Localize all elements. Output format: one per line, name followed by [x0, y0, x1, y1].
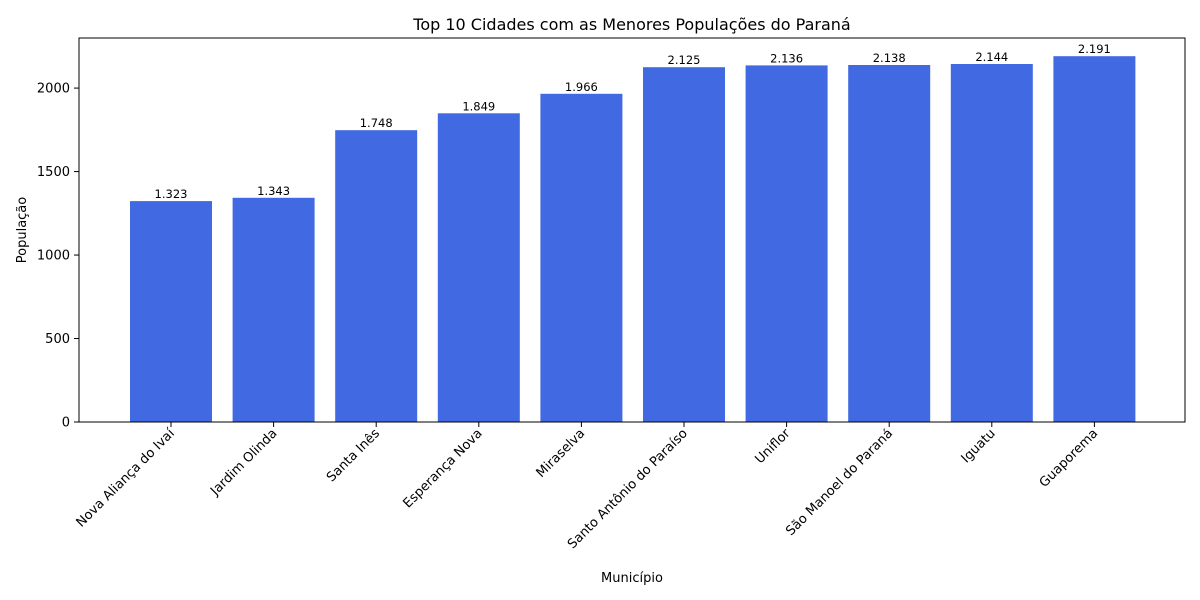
x-axis: Nova Aliança do Ivaí Jardim Olinda Santa I…	[74, 422, 1101, 552]
bar	[540, 93, 623, 423]
bar	[232, 197, 315, 422]
x-axis-label: Município	[601, 571, 663, 586]
y-tick-label: 2000	[37, 82, 70, 97]
x-tick-label: Esperança Nova	[401, 426, 486, 511]
bar	[643, 67, 725, 422]
bar-value-label: 1.748	[360, 116, 393, 130]
bar	[950, 64, 1033, 422]
plot-frame	[78, 37, 1186, 423]
bar-value-label: 2.191	[1078, 42, 1111, 56]
bar-value-label: 1.849	[462, 99, 495, 113]
y-axis-label: População	[15, 197, 30, 264]
bar	[437, 113, 520, 423]
bar-value-label: 2.125	[668, 53, 701, 67]
x-tick-label: Santo Antônio do Paraíso	[565, 426, 691, 552]
y-tick-label: 1000	[37, 249, 70, 264]
bar	[848, 65, 931, 422]
x-tick-label: Uniflor	[753, 426, 794, 467]
bar	[130, 201, 212, 422]
chart-title: Top 10 Cidades com as Menores Populações…	[412, 15, 850, 34]
y-tick-label: 0	[62, 416, 70, 431]
x-tick-label: Guaporema	[1037, 426, 1101, 490]
bars-group	[130, 56, 1136, 423]
x-tick-label: Nova Aliança do Ivaí	[74, 426, 179, 531]
bar-value-label: 1.343	[257, 184, 290, 198]
bar	[335, 130, 418, 422]
x-tick-label: Jardim Olinda	[207, 426, 280, 499]
bar	[745, 65, 828, 423]
y-axis: 0 500 1000 1500 2000	[37, 82, 79, 431]
bar-value-label: 2.136	[770, 51, 803, 65]
bar-value-label: 1.966	[565, 80, 598, 94]
x-tick-label: Iguatu	[959, 426, 999, 466]
x-tick-label: Santa Inês	[324, 426, 383, 485]
y-tick-label: 1500	[37, 165, 70, 180]
x-tick-label: Miraselva	[534, 426, 589, 481]
y-tick-label: 500	[45, 332, 70, 347]
bar	[1053, 56, 1136, 422]
x-tick-label: São Manoel do Paraná	[783, 426, 896, 539]
bar-value-label: 2.144	[975, 50, 1008, 64]
data-labels-group: 1.323 1.343 1.748 1.849 1.966 2.125 2.136 2.138…	[155, 42, 1111, 201]
bar-value-label: 2.138	[873, 51, 906, 65]
bar-value-label: 1.323	[155, 187, 188, 201]
